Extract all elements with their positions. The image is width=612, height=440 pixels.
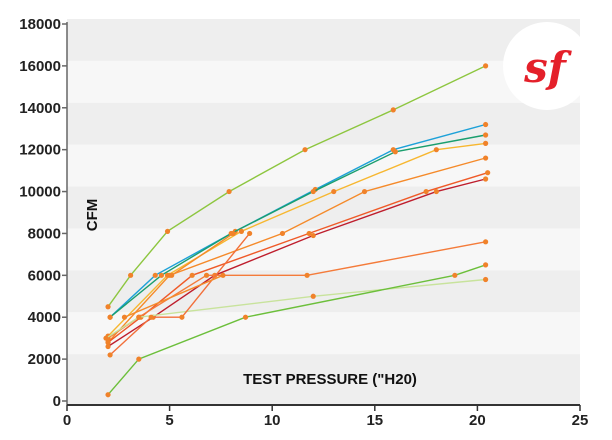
data-point	[169, 272, 175, 278]
data-point	[164, 228, 171, 234]
data-point	[302, 147, 308, 153]
x-tick-label: 0	[63, 412, 71, 429]
grid-bands	[67, 19, 580, 405]
data-point	[105, 392, 111, 398]
grid-band	[67, 144, 580, 187]
grid-band	[67, 228, 580, 271]
y-tick-label: 0	[53, 393, 61, 410]
x-tick-label: 10	[264, 412, 281, 429]
data-point	[148, 314, 154, 320]
grid-band	[67, 270, 580, 313]
data-point	[105, 343, 111, 350]
data-point	[390, 107, 396, 113]
grid-band	[67, 60, 580, 103]
grid-band	[67, 186, 580, 229]
data-point	[203, 272, 210, 278]
data-point	[121, 314, 128, 320]
series-line	[171, 232, 234, 276]
data-point	[423, 188, 429, 195]
data-point	[361, 188, 368, 195]
series-1	[105, 63, 489, 310]
y-tick-label: 6000	[28, 267, 61, 284]
data-point	[485, 170, 491, 176]
data-point	[242, 314, 249, 320]
logo: sf	[503, 22, 591, 110]
x-tick-label: 15	[366, 412, 383, 429]
series-12	[121, 272, 226, 320]
data-point	[136, 314, 142, 320]
series-layer	[103, 63, 491, 398]
y-tick-label: 12000	[19, 142, 61, 159]
data-point	[452, 272, 458, 278]
data-point	[306, 230, 312, 237]
data-point	[220, 272, 226, 278]
data-point	[483, 121, 489, 128]
data-point	[226, 188, 232, 195]
series-line	[107, 142, 486, 337]
data-point	[483, 176, 489, 182]
data-point	[483, 132, 489, 138]
y-axis-title: CFM	[84, 199, 101, 232]
data-point	[152, 272, 158, 278]
series-line	[109, 134, 486, 318]
data-point	[483, 262, 489, 268]
series-13	[169, 230, 236, 278]
data-point	[483, 276, 489, 283]
data-point	[310, 232, 316, 239]
data-point	[483, 63, 489, 69]
series-line	[107, 172, 488, 343]
series-line	[124, 274, 224, 318]
x-tick-label: 20	[469, 412, 486, 429]
grid-band	[67, 19, 580, 61]
series-line	[109, 232, 251, 356]
series-line	[105, 278, 486, 339]
data-point	[128, 272, 134, 278]
x-axis-title: TEST PRESSURE ("H20)	[243, 371, 417, 388]
data-point	[247, 230, 253, 237]
data-point	[230, 230, 236, 237]
x-tick-label: 25	[572, 412, 589, 429]
data-point	[238, 228, 245, 234]
grid-band	[67, 354, 580, 405]
data-point	[136, 356, 142, 362]
data-point	[107, 352, 113, 358]
y-axis: 0 2000 4000 6000 8000 10000 12000 14000 16000 180…	[19, 16, 68, 410]
y-tick-label: 16000	[19, 58, 61, 75]
y-tick-label: 4000	[28, 309, 61, 326]
data-point	[105, 304, 111, 310]
data-point	[107, 314, 113, 320]
data-point	[392, 149, 398, 155]
data-point	[310, 188, 316, 195]
series-9	[103, 276, 489, 341]
grid-band	[67, 312, 580, 355]
y-tick-label: 8000	[28, 225, 61, 242]
data-point	[158, 272, 164, 278]
grid-band	[67, 102, 580, 145]
x-axis: 0 5 10 15 20 25	[63, 404, 589, 429]
data-point	[189, 272, 195, 278]
series-11	[107, 230, 253, 358]
data-point	[304, 272, 310, 278]
y-tick-label: 10000	[19, 184, 61, 201]
y-tick-label: 14000	[19, 100, 61, 117]
y-tick-label: 18000	[19, 16, 61, 33]
data-point	[433, 188, 439, 195]
data-point	[483, 140, 489, 146]
logo-text: sf	[523, 43, 573, 92]
data-point	[483, 155, 489, 161]
logo-circle	[503, 22, 591, 110]
y-tick-label: 2000	[28, 351, 61, 368]
data-point	[179, 314, 185, 320]
data-point	[331, 188, 337, 195]
x-tick-label: 5	[165, 412, 173, 429]
data-point	[103, 335, 109, 341]
data-point	[105, 339, 111, 345]
series-10	[105, 262, 489, 398]
data-point	[483, 239, 489, 245]
data-point	[433, 147, 439, 153]
data-point	[279, 230, 286, 237]
data-point	[310, 293, 316, 299]
